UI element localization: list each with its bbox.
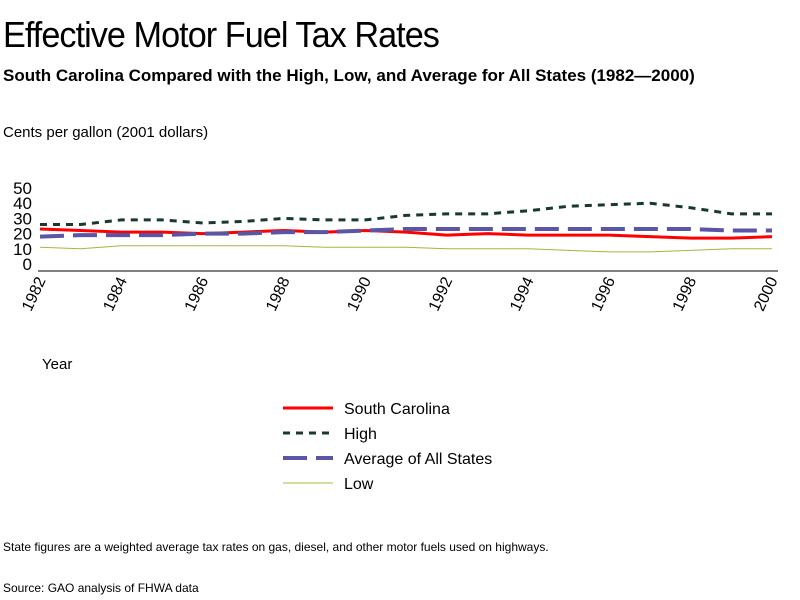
- x-tick-label: 1994: [507, 274, 537, 314]
- y-tick-label: 30: [13, 209, 32, 228]
- legend-label: High: [344, 426, 377, 443]
- x-tick-label: 1992: [426, 274, 456, 314]
- y-tick-label: 40: [13, 194, 32, 213]
- series-line-low: [39, 245, 772, 253]
- legend-label: Low: [344, 476, 374, 493]
- legend-label: Average of All States: [344, 451, 492, 468]
- chart-title: Effective Motor Fuel Tax Rates: [3, 14, 440, 55]
- x-tick-label: 1988: [263, 274, 293, 314]
- x-tick-label: 1984: [101, 274, 131, 314]
- y-tick-label: 10: [13, 240, 32, 259]
- x-tick-label: 1990: [345, 274, 375, 314]
- y-tick-label: 20: [13, 225, 32, 244]
- legend-label: South Carolina: [344, 401, 450, 418]
- series-line-high: [40, 201, 772, 226]
- footnote: State figures are a weighted average tax…: [3, 540, 549, 554]
- source-note: Source: GAO analysis of FHWA data: [3, 581, 199, 595]
- chart-subtitle: South Carolina Compared with the High, L…: [3, 66, 695, 85]
- x-tick-label: 1986: [182, 274, 212, 314]
- x-axis-label: Year: [42, 356, 73, 373]
- x-tick-label: 2000: [751, 274, 781, 314]
- y-axis-label: Cents per gallon (2001 dollars): [3, 124, 209, 141]
- x-tick-label: 1998: [670, 274, 700, 314]
- x-tick-label: 1982: [19, 274, 49, 314]
- x-tick-label: 1996: [589, 274, 619, 314]
- y-tick-label: 50: [13, 179, 32, 198]
- y-tick-label: 0: [23, 255, 32, 274]
